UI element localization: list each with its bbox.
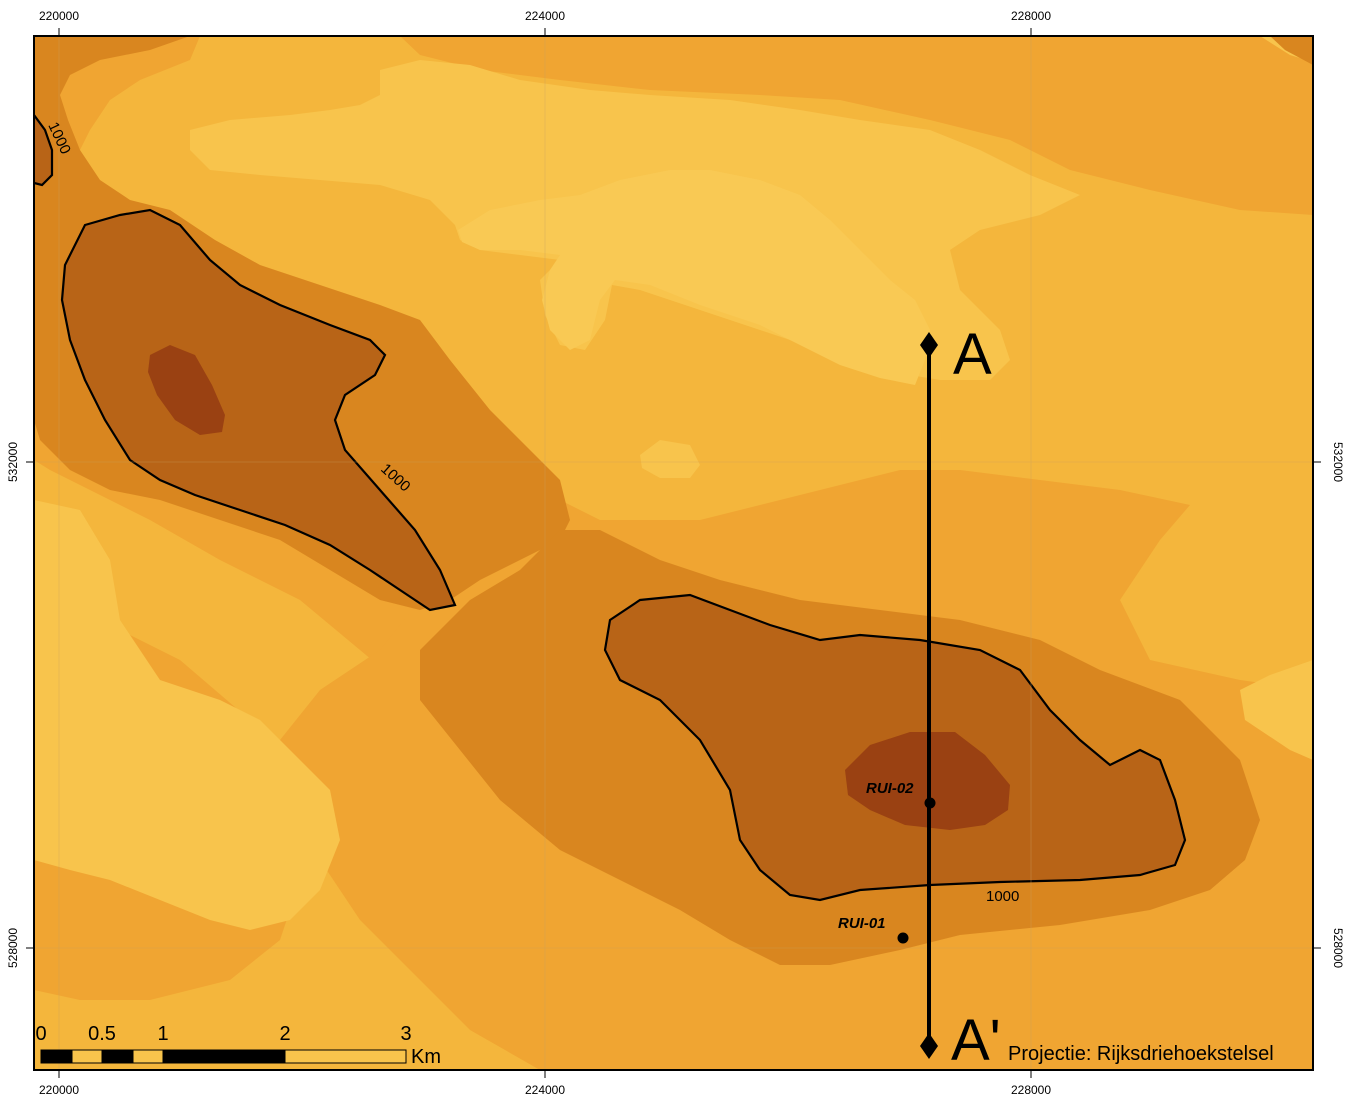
x-bottom-label-1: 220000	[39, 1083, 79, 1097]
scale-tick-0: 0	[35, 1023, 46, 1045]
band6-nw-core	[148, 345, 225, 435]
band1-blob-small	[640, 440, 700, 478]
cross-section: A A'	[920, 322, 1001, 1073]
contour-1000-se	[603, 593, 1187, 902]
y-left-label-1: 532000	[6, 442, 20, 482]
well-label: RUI-02	[866, 780, 914, 797]
scale-seg-2	[71, 1049, 103, 1064]
scale-unit: Km	[411, 1046, 441, 1068]
map-panel	[34, 36, 1313, 1070]
cross-section-start-marker	[920, 332, 938, 358]
scale-seg-6	[284, 1049, 407, 1064]
band5-nw-corner	[34, 115, 52, 185]
scale-tick-0-5: 0.5	[88, 1023, 116, 1045]
scale-bar: 0 0.5 1 2 3 Km	[35, 1023, 441, 1068]
scale-seg-1	[40, 1049, 73, 1064]
y-left-label-2: 528000	[6, 928, 20, 968]
contour-1000-nw-corner	[34, 114, 54, 187]
x-top-label-2: 224000	[525, 9, 565, 23]
cross-section-end-marker	[920, 1033, 938, 1059]
well-rui-02: RUI-02	[866, 780, 936, 809]
contour-1000-nw	[60, 208, 457, 612]
well-rui-01: RUI-01	[838, 915, 909, 944]
band4-top-right	[1270, 36, 1313, 65]
map-frame	[33, 35, 1314, 1071]
scale-seg-3	[101, 1049, 134, 1064]
graticule	[34, 36, 1313, 1070]
scale-tick-3: 3	[400, 1023, 411, 1045]
cross-section-start-label: A	[953, 322, 992, 387]
well-marker	[897, 932, 909, 944]
x-bottom-label-3: 228000	[1011, 1083, 1051, 1097]
x-top-label-3: 228000	[1011, 9, 1051, 23]
scale-tick-2: 2	[279, 1023, 290, 1045]
band1-right-edge	[1240, 660, 1313, 760]
y-right-label-1: 532000	[1331, 442, 1345, 482]
contour-label-se: 1000	[986, 888, 1019, 905]
x-bottom-label-2: 224000	[525, 1083, 565, 1097]
band5-nw-blob	[62, 210, 455, 610]
axis-ticks	[26, 28, 1321, 1078]
cross-section-end-label: A'	[951, 1008, 1001, 1073]
band0-center-north	[458, 170, 930, 385]
y-right-label-2: 528000	[1331, 928, 1345, 968]
well-label: RUI-01	[838, 915, 886, 932]
scale-tick-1: 1	[157, 1023, 168, 1045]
band1-left-west	[34, 500, 340, 930]
projection-note: Projectie: Rijksdriehoekstelsel	[1008, 1043, 1274, 1065]
scale-seg-4	[132, 1049, 164, 1064]
well-marker	[924, 797, 936, 809]
scale-seg-5	[162, 1049, 286, 1064]
x-top-label-1: 220000	[39, 9, 79, 23]
band3-top-right	[400, 36, 1313, 215]
